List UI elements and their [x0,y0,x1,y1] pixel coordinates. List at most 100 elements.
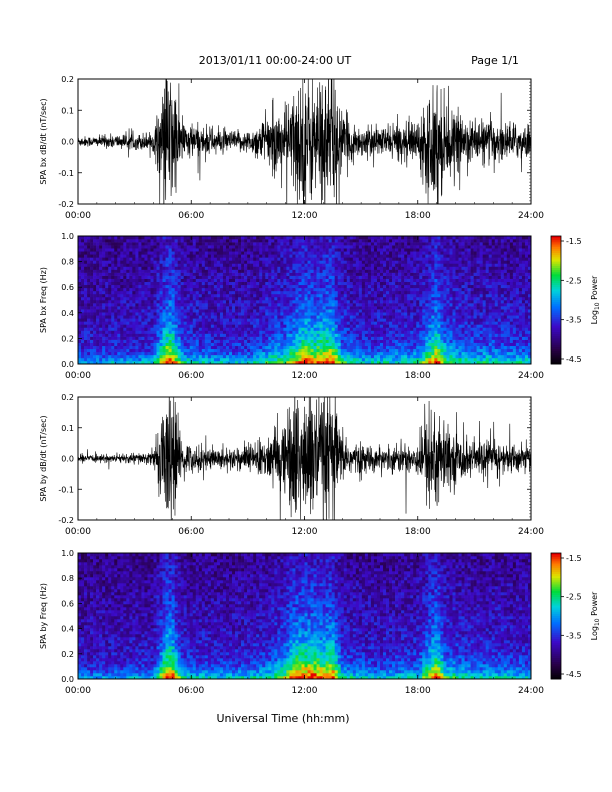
spectrogram-cell [195,245,200,249]
spectrogram-cell [174,266,178,270]
spectrogram-cell [358,348,363,353]
spectrogram-cell [256,303,260,307]
spectrogram-cell [256,354,260,359]
spectrogram-cell [235,330,239,334]
spectrogram-cell [380,321,384,325]
spectrogram-cell [250,360,254,365]
spectrogram-cell [162,303,166,307]
spectrogram-cell [232,348,236,353]
spectrogram-cell [319,263,323,267]
spectrogram-cell [422,306,426,310]
spectrogram-cell [201,303,206,307]
spectrogram-cell [256,330,260,334]
spectrogram-cell [376,348,381,353]
spectrogram-cell [105,321,109,325]
spectrogram-cell [355,300,360,304]
spectrogram-cell [395,296,399,301]
spectrogram-cell [108,251,112,255]
spectrogram-cell [401,357,405,362]
spectrogram-cell [349,239,354,243]
spectrogram-cell [250,269,254,273]
spectrogram-cell [159,278,163,283]
spectrogram-cell [189,327,194,331]
spectrogram-cell [383,300,387,304]
spectrogram-cell [102,327,106,331]
spectrogram-cell [222,251,227,255]
spectrogram-cell [150,287,154,292]
spectrogram-cell [334,303,339,307]
spectrogram-cell [355,336,360,340]
spectrogram-cell [364,336,369,340]
spectrogram-cell [313,339,317,343]
spectrogram-cell [425,266,429,270]
spectrogram-cell [337,239,342,243]
spectrogram-cell [229,351,233,356]
spectrogram-cell [235,278,239,283]
spectrogram-cell [204,315,209,319]
spectrogram-cell [247,263,251,267]
spectrogram-cell [253,248,257,252]
spectrogram-cell [153,296,157,301]
spectrogram-cell [244,290,248,295]
spectrogram-cell [198,312,203,316]
spectrogram-cell [316,296,320,301]
spectrogram-cell [292,284,296,289]
spectrogram-cell [150,348,154,353]
spectrogram-cell [198,324,203,328]
spectrogram-cell [301,318,305,322]
spectrogram-cell [108,339,112,343]
spectrogram-cell [177,324,181,328]
spectrogram-cell [93,248,97,252]
spectrogram-cell [171,284,175,289]
spectrogram-cell [186,242,191,246]
spectrogram-cell [225,287,230,292]
spectrogram-cell [355,260,360,264]
spectrogram-cell [147,300,151,304]
spectrogram-cell [114,351,118,356]
spectrogram-cell [413,315,417,319]
spectrogram-cell [235,239,239,243]
spectrogram-cell [201,293,206,298]
spectrogram-cell [322,336,326,340]
spectrogram-cell [177,360,181,365]
spectrogram-cell [232,354,236,359]
spectrogram-cell [177,251,181,255]
spectrogram-cell [259,300,263,304]
spectrogram-cell [99,306,103,310]
spectrogram-cell [307,269,311,273]
spectrogram-cell [114,315,118,319]
spectrogram-cell [340,284,345,289]
spectrogram-cell [340,345,345,350]
spectrogram-cell [325,354,329,359]
spectrogram-cell [90,278,94,283]
spectrogram-cell [222,266,227,270]
spectrogram-cell [376,333,381,337]
spectrogram-cell [277,242,281,246]
spectrogram-cell [232,293,236,298]
spectrogram-cell [120,342,124,347]
spectrogram-cell [87,312,91,316]
spectrogram-cell [123,260,127,264]
spectrogram-cell [222,348,227,353]
spectrogram-cell [250,248,254,252]
spectrogram-cell [244,357,248,362]
spectrogram-cell [114,296,118,301]
spectrogram-cell [407,360,411,365]
spectrogram-cell [135,309,139,313]
spectrogram-cell [253,354,257,359]
spectrogram-cell [165,266,169,270]
spectrogram-cell [376,275,381,279]
spectrogram-cell [114,251,118,255]
spectrogram-cell [413,281,417,286]
spectrogram-cell [283,236,287,240]
spectrogram-cell [153,278,157,283]
spectrogram-cell [159,321,163,325]
spectrogram-cell [84,357,88,362]
spectrogram-cell [153,336,157,340]
spectrogram-cell [177,309,181,313]
spectrogram-cell [286,351,290,356]
spectrogram-cell [108,327,112,331]
spectrogram-cell [413,309,417,313]
spectrogram-cell [389,309,393,313]
spectrogram-cell [235,269,239,273]
